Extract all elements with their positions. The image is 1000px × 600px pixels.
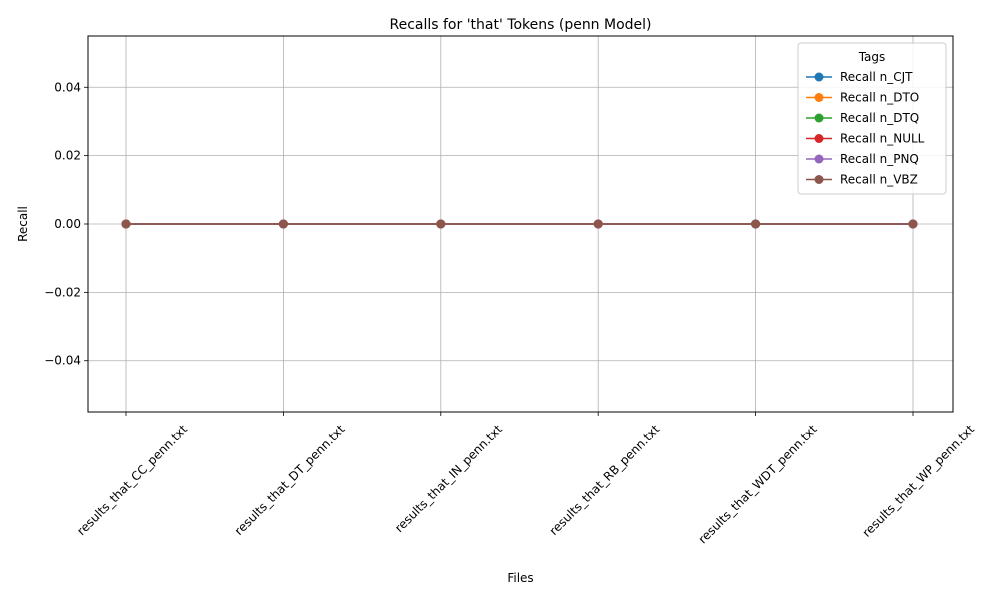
legend-swatch-marker [814,134,824,143]
legend-entry: Recall n_NULL [840,132,925,146]
legend: Tags Recall n_CJT Recall n_DTO Recall n_DTQ… [797,42,947,195]
y-axis-title: Recall [16,206,30,242]
legend-entry: Recall n_DTQ [840,111,919,125]
data-point [436,219,446,229]
y-tick-label: 0.02 [54,149,81,163]
y-tick-label: 0.00 [54,217,81,231]
data-point [908,219,918,229]
legend-entry: Recall n_VBZ [840,173,918,187]
legend-swatch-marker [814,154,824,164]
y-tick-label: −0.02 [44,285,81,299]
legend-swatch-marker [814,72,824,82]
legend-entry: Recall n_CJT [840,70,913,84]
x-axis-title: Files [507,571,533,585]
legend-title: Tags [858,50,886,64]
legend-swatch-marker [814,175,824,184]
data-point [751,219,761,229]
series-lines [121,219,918,229]
legend-entry: Recall n_DTO [840,91,919,105]
legend-swatch-marker [814,93,824,102]
legend-swatch-marker [814,113,824,123]
legend-box [797,42,947,195]
data-point [121,219,131,229]
data-point [278,219,288,229]
data-point [593,219,603,229]
legend-entry: Recall n_PNQ [840,152,919,166]
chart-title: Recalls for 'that' Tokens (penn Model) [389,17,651,33]
y-tick-label: 0.04 [54,80,81,94]
y-tick-label: −0.04 [44,354,81,368]
